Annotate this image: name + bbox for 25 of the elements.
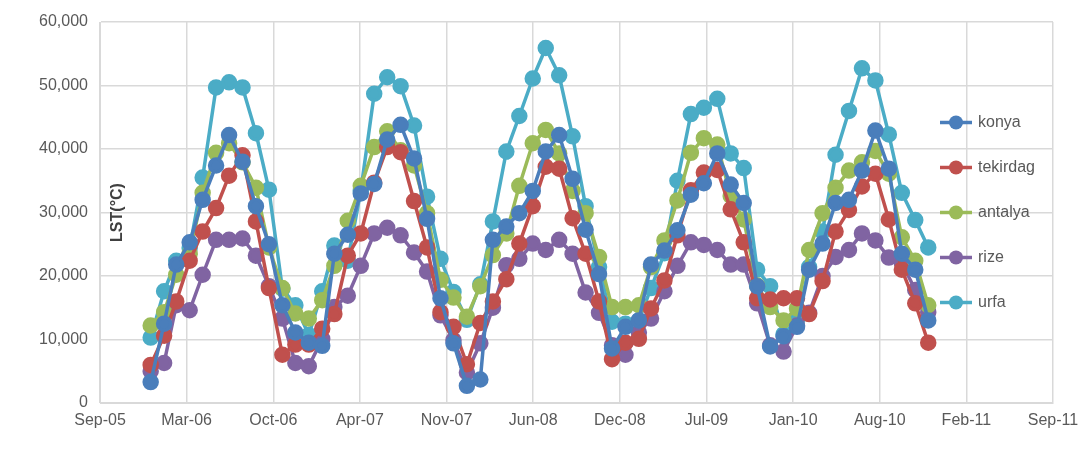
- legend-label: tekirdag: [978, 157, 1035, 175]
- x-tick-label: Dec-08: [594, 411, 646, 429]
- x-tick-label: Nov-07: [420, 411, 473, 429]
- y-tick-label: 10,000: [39, 329, 89, 347]
- legend-label: konya: [978, 112, 1021, 130]
- y-tick-label: 40,000: [39, 139, 89, 157]
- x-tick-label: Oct-06: [249, 411, 298, 429]
- x-tick-label: Jan-10: [768, 411, 818, 429]
- y-tick-label: 50,000: [39, 75, 89, 93]
- y-tick-label: 30,000: [39, 202, 89, 220]
- x-tick-label: Sep-05: [74, 411, 126, 429]
- x-tick-label: Sep-11: [1027, 411, 1079, 429]
- x-tick-label: Apr-07: [335, 411, 385, 429]
- y-tick-label: 20,000: [39, 266, 89, 284]
- x-tick-label: Aug-10: [853, 411, 906, 429]
- y-tick-label: 0: [79, 393, 89, 411]
- legend-label: antalya: [978, 202, 1030, 220]
- x-tick-label: Mar-06: [161, 411, 213, 429]
- x-tick-label: Jul-09: [684, 411, 729, 429]
- x-tick-label: Jun-08: [508, 411, 558, 429]
- y-tick-label: 60,000: [39, 12, 89, 30]
- legend-label: urfa: [978, 292, 1006, 310]
- x-tick-label: Feb-11: [941, 411, 992, 429]
- legend-label: rize: [978, 247, 1004, 265]
- y-axis-title: LST(°C): [108, 183, 126, 242]
